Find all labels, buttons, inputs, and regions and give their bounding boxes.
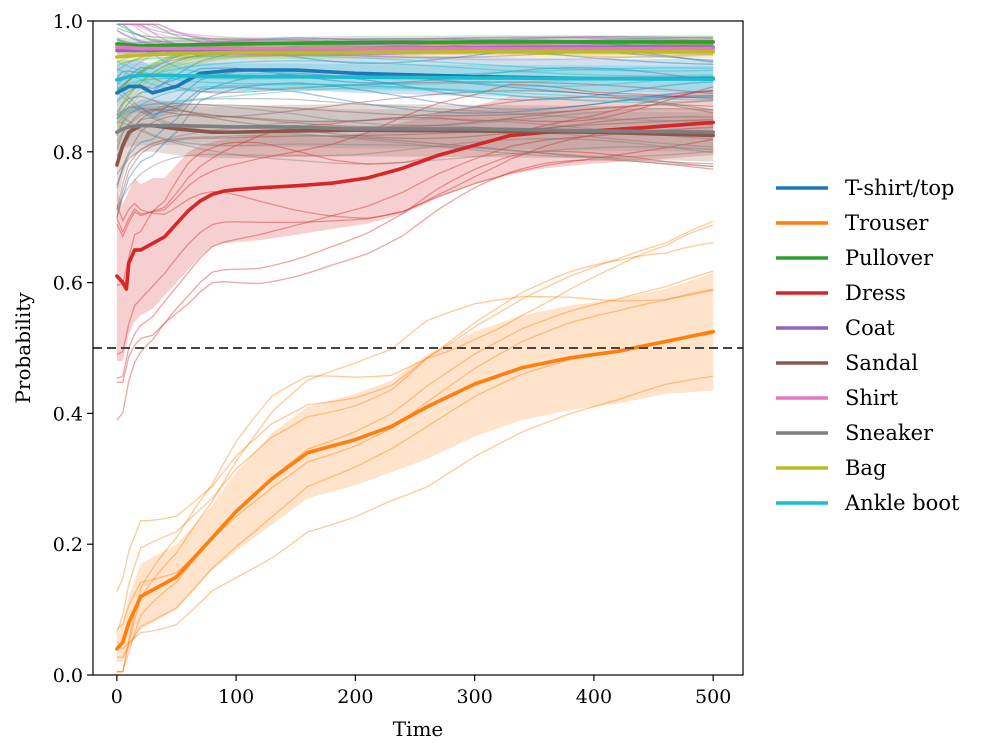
y-tick-label: 0.8 [53, 142, 83, 164]
y-tick-label: 0.2 [53, 534, 83, 556]
trace-t-shirt-top [116, 82, 714, 218]
band-trouser [116, 272, 714, 662]
legend-label-sandal: Sandal [845, 351, 918, 375]
trace-t-shirt-top [116, 86, 714, 120]
trace-ankle-boot [116, 60, 714, 101]
trace-trouser [116, 224, 714, 673]
trace-dress [116, 138, 714, 355]
band-dress [116, 89, 714, 362]
legend-label-bag: Bag [845, 456, 886, 480]
trace-trouser [116, 289, 714, 673]
series-line-pullover [115, 40, 716, 48]
mean-lines [115, 40, 716, 651]
legend: T-shirt/top Trouser Pullover Dress Coat Sanda… [776, 176, 960, 515]
x-tick-label: 100 [218, 686, 254, 708]
x-tick-label: 200 [337, 686, 373, 708]
trace-dress [116, 83, 714, 234]
trace-coat [116, 23, 714, 45]
trace-sandal [116, 96, 714, 189]
trace-sneaker [116, 120, 714, 165]
trace-dress [116, 159, 714, 384]
y-tick-label: 0.6 [53, 273, 83, 295]
trace-ankle-boot [116, 67, 714, 102]
series-line-trouser [115, 329, 716, 651]
trace-sandal [116, 90, 714, 137]
series-line-dress [115, 120, 716, 291]
legend-label-shirt: Shirt [845, 386, 899, 410]
x-axis-label: Time [393, 717, 444, 741]
x-tick-label: 500 [695, 686, 731, 708]
legend-label-pullover: Pullover [845, 246, 934, 270]
trace-sneaker [116, 113, 714, 168]
trace-dress [116, 89, 714, 287]
trace-dress [116, 86, 714, 239]
trace-t-shirt-top [116, 67, 714, 103]
y-tick-label: 0.4 [53, 403, 83, 425]
legend-label-t-shirt-top: T-shirt/top [845, 176, 955, 200]
trace-sneaker [116, 97, 714, 143]
x-tick-label: 300 [457, 686, 493, 708]
trace-ankle-boot [116, 87, 714, 119]
trace-trouser [116, 220, 714, 592]
trace-ankle-boot [116, 55, 714, 72]
legend-label-ankle-boot: Ankle boot [844, 491, 960, 515]
trace-sandal [116, 104, 714, 150]
x-tick-label: 400 [576, 686, 612, 708]
legend-label-sneaker: Sneaker [845, 421, 934, 445]
plot-frame [92, 20, 744, 676]
series-line-sneaker [115, 123, 716, 134]
legend-label-coat: Coat [845, 316, 895, 340]
series-line-shirt [115, 45, 716, 51]
trace-dress [116, 150, 714, 421]
trace-sandal [116, 118, 714, 219]
trace-trouser [116, 375, 714, 650]
axis-ticks: 0 100 200 300 400 500 0.0 0.2 0.4 0.6 0.8 1.0 [53, 11, 732, 708]
trace-shirt [116, 23, 714, 44]
series-line-sandal [115, 123, 716, 167]
trace-t-shirt-top [116, 72, 714, 186]
y-tick-label: 1.0 [53, 11, 83, 33]
trace-sandal [116, 134, 714, 211]
trace-trouser [116, 242, 714, 634]
trace-sneaker [116, 102, 714, 127]
y-axis-label: Probability [11, 292, 35, 404]
y-tick-label: 0.0 [53, 665, 83, 687]
series-line-ankle-boot [115, 73, 716, 82]
trace-sneaker [116, 137, 714, 210]
x-tick-label: 0 [111, 686, 123, 708]
trace-ankle-boot [116, 61, 714, 101]
trace-sandal [116, 100, 714, 168]
trace-sandal [116, 70, 714, 95]
legend-label-dress: Dress [845, 281, 906, 305]
legend-label-trouser: Trouser [845, 211, 929, 235]
series-line-bag [115, 49, 716, 59]
trace-sandal [116, 95, 714, 140]
